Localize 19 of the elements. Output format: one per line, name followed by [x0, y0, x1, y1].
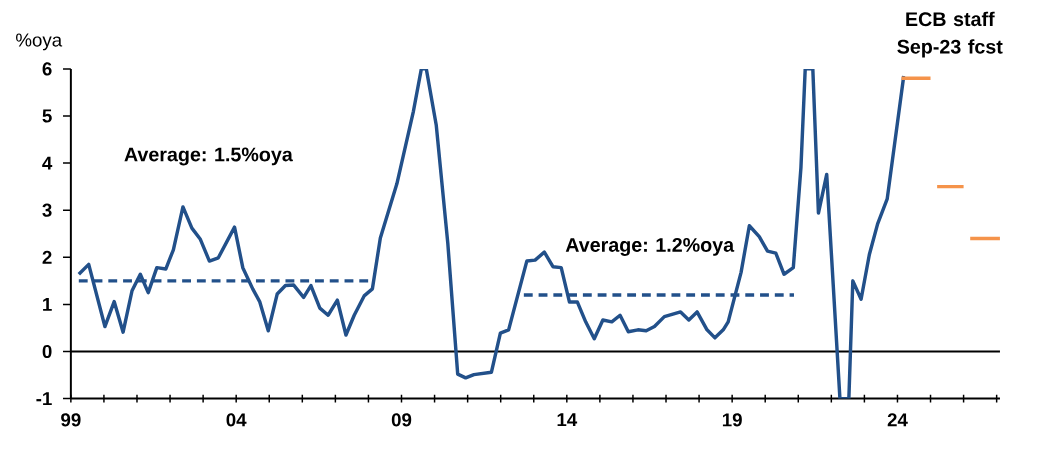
y-axis-title: %oya — [16, 33, 63, 51]
y-tick-label: 0 — [42, 344, 52, 359]
x-tick-label: 14 — [557, 413, 578, 427]
x-tick-label: 99 — [61, 413, 81, 427]
line-series — [77, 69, 906, 399]
x-tick-label: 19 — [722, 413, 742, 427]
annotation: Average: 1.5%oya — [124, 147, 293, 166]
x-tick-label: 04 — [226, 413, 247, 427]
y-tick-label: 3 — [42, 203, 52, 217]
x-tick-label: 24 — [887, 413, 908, 427]
y-tick-label: -1 — [36, 392, 52, 406]
y-tick-label: 1 — [43, 298, 52, 311]
y-tick-label: 5 — [42, 109, 52, 123]
y-tick-label: 4 — [42, 156, 53, 170]
text: ECB staff Sep-23 fcst — [897, 11, 1003, 58]
y-tick-label: 6 — [42, 62, 52, 76]
annotation: Average: 1.2%oya — [565, 238, 735, 256]
y-tick-label: 2 — [42, 250, 52, 264]
x-tick-label: 09 — [391, 413, 412, 427]
